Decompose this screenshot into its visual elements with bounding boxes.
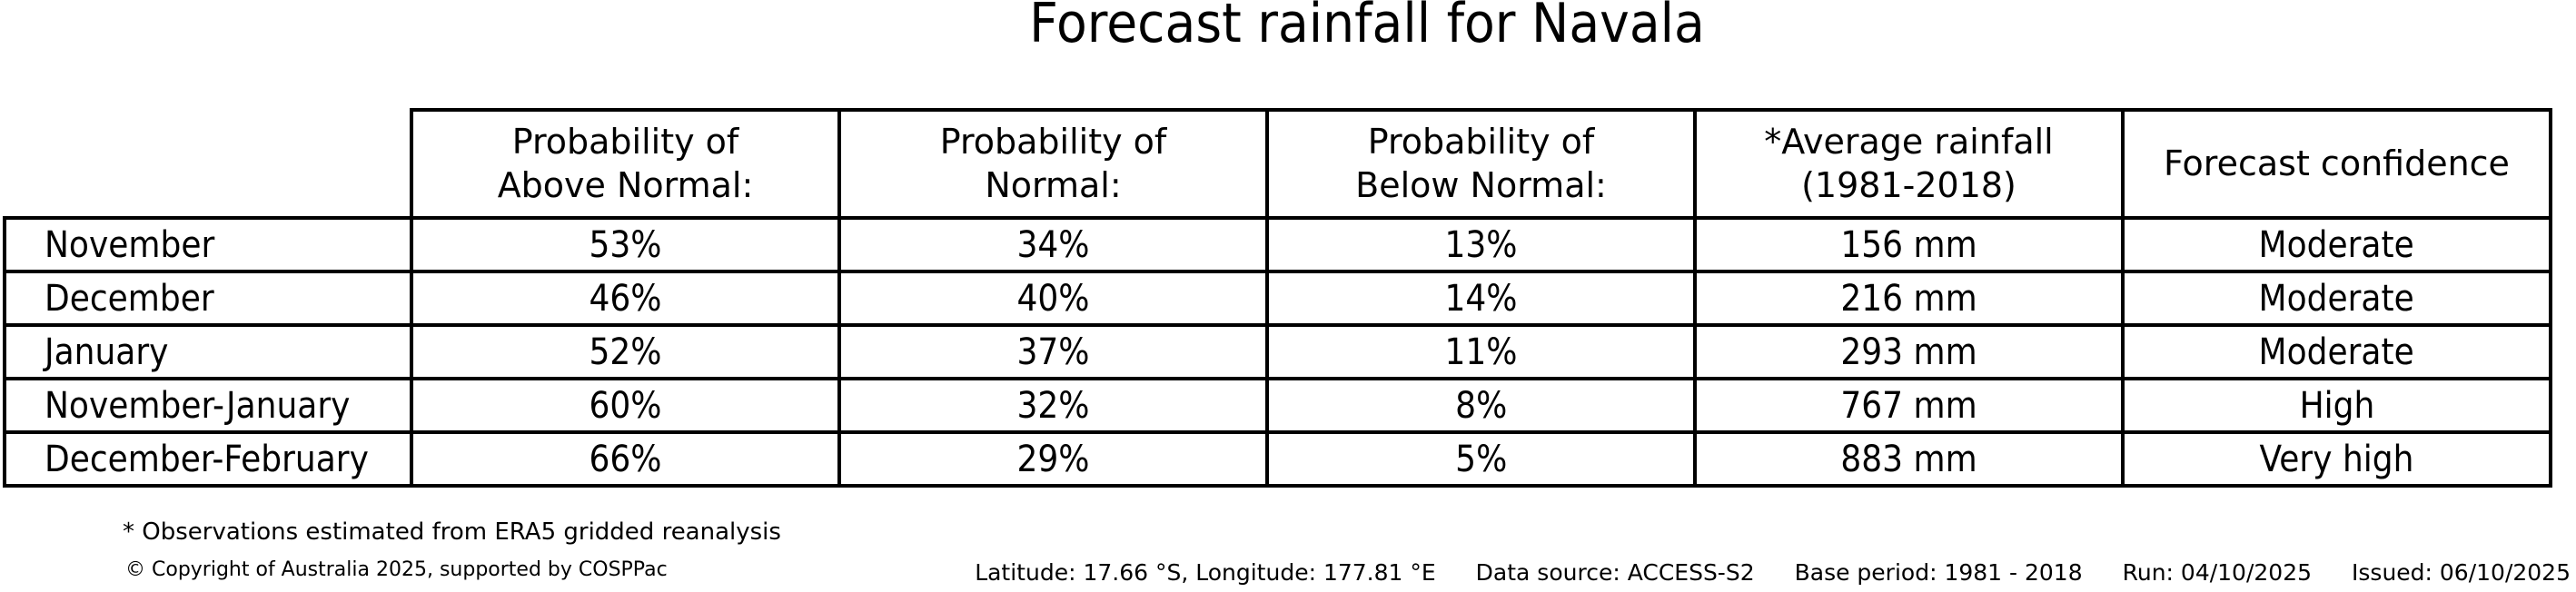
cell-december-average: 216 mm xyxy=(1693,270,2125,327)
header-spacer-cell xyxy=(5,110,411,218)
cell-value-text: Moderate xyxy=(2258,277,2415,320)
cell-november-confidence: Moderate xyxy=(2121,216,2552,273)
cell-value-text: 53% xyxy=(589,223,662,266)
cell-dec-feb-normal: 29% xyxy=(837,430,1269,488)
cell-dec-feb-below: 5% xyxy=(1265,430,1697,488)
cell-january-average: 293 mm xyxy=(1693,323,2125,380)
footer-issued-date: Issued: 06/10/2025 xyxy=(2352,559,2571,586)
cell-value-text: 216 mm xyxy=(1840,277,1977,320)
row-label-text: December xyxy=(45,277,214,320)
cell-value-text: 293 mm xyxy=(1840,331,1977,373)
row-label-text: December-February xyxy=(45,438,369,480)
header-normal-text: Probability of Normal: xyxy=(939,122,1167,205)
cell-value-text: 5% xyxy=(1454,438,1508,480)
header-below-normal-text: Probability of Below Normal: xyxy=(1355,122,1607,205)
header-below-normal: Probability of Below Normal: xyxy=(1265,108,1697,220)
table-row-january: January 52% 37% 11% 293 mm Moderate xyxy=(3,323,2552,380)
row-label-november: November xyxy=(3,216,413,273)
cell-november-average: 156 mm xyxy=(1693,216,2125,273)
footer-run-date: Run: 04/10/2025 xyxy=(2122,559,2313,586)
cell-november-below: 13% xyxy=(1265,216,1697,273)
row-label-text: November-January xyxy=(45,384,351,427)
cell-november-above: 53% xyxy=(410,216,841,273)
row-label-november-january: November-January xyxy=(3,377,413,434)
cell-december-normal: 40% xyxy=(837,270,1269,327)
cell-value-text: 40% xyxy=(1016,277,1090,320)
cell-nov-jan-average: 767 mm xyxy=(1693,377,2125,434)
cell-december-confidence: Moderate xyxy=(2121,270,2552,327)
cell-value-text: 52% xyxy=(589,331,662,373)
cell-january-confidence: Moderate xyxy=(2121,323,2552,380)
row-label-december: December xyxy=(3,270,413,327)
row-label-december-february: December-February xyxy=(3,430,413,488)
cell-value-text: 46% xyxy=(589,277,662,320)
row-label-text: November xyxy=(45,223,215,266)
cell-value-text: 767 mm xyxy=(1840,384,1977,427)
footer-data-source: Data source: ACCESS-S2 xyxy=(1475,559,1755,586)
header-average-rainfall-text: *Average rainfall (1981-2018) xyxy=(1764,122,2054,205)
cell-january-above: 52% xyxy=(410,323,841,380)
cell-value-text: 156 mm xyxy=(1840,223,1977,266)
cell-value-text: 34% xyxy=(1016,223,1090,266)
cell-nov-jan-above: 60% xyxy=(410,377,841,434)
cell-november-normal: 34% xyxy=(837,216,1269,273)
table-row-december-february: December-February 66% 29% 5% 883 mm Very… xyxy=(3,430,2552,488)
cell-value-text: 11% xyxy=(1444,331,1518,373)
cell-nov-jan-below: 8% xyxy=(1265,377,1697,434)
page-title: Forecast rainfall for Navala xyxy=(1000,0,1734,55)
cell-dec-feb-average: 883 mm xyxy=(1693,430,2125,488)
cell-january-below: 11% xyxy=(1265,323,1697,380)
cell-january-normal: 37% xyxy=(837,323,1269,380)
row-label-text: January xyxy=(45,331,169,373)
row-label-january: January xyxy=(3,323,413,380)
table-row-november: November 53% 34% 13% 156 mm Moderate xyxy=(3,216,2552,273)
cell-value-text: 13% xyxy=(1444,223,1518,266)
cell-value-text: 66% xyxy=(589,438,662,480)
table-row-december: December 46% 40% 14% 216 mm Moderate xyxy=(3,270,2552,327)
cell-value-text: 60% xyxy=(589,384,662,427)
footer-metadata: Latitude: 17.66 °S, Longitude: 177.81 °E… xyxy=(975,559,2571,586)
cell-nov-jan-confidence: High xyxy=(2121,377,2552,434)
cell-value-text: High xyxy=(2299,384,2374,427)
footer-location: Latitude: 17.66 °S, Longitude: 177.81 °E xyxy=(975,559,1436,586)
header-normal: Probability of Normal: xyxy=(837,108,1269,220)
observation-footnote: * Observations estimated from ERA5 gridd… xyxy=(123,518,781,546)
cell-december-below: 14% xyxy=(1265,270,1697,327)
cell-nov-jan-normal: 32% xyxy=(837,377,1269,434)
cell-dec-feb-above: 66% xyxy=(410,430,841,488)
cell-value-text: 14% xyxy=(1444,277,1518,320)
header-forecast-confidence: Forecast confidence xyxy=(2121,108,2552,220)
table-row-november-january: November-January 60% 32% 8% 767 mm High xyxy=(3,377,2552,434)
forecast-table: Probability of Above Normal: Probability… xyxy=(3,108,2552,488)
copyright-note: © Copyright of Australia 2025, supported… xyxy=(125,558,668,581)
page-title-text: Forecast rainfall for Navala xyxy=(1029,0,1705,55)
cell-value-text: Moderate xyxy=(2258,223,2415,266)
footer-base-period: Base period: 1981 - 2018 xyxy=(1794,559,2083,586)
header-forecast-confidence-text: Forecast confidence xyxy=(2164,143,2510,183)
header-average-rainfall: *Average rainfall (1981-2018) xyxy=(1693,108,2125,220)
header-above-normal: Probability of Above Normal: xyxy=(410,108,841,220)
cell-value-text: 883 mm xyxy=(1840,438,1977,480)
cell-dec-feb-confidence: Very high xyxy=(2121,430,2552,488)
cell-value-text: Very high xyxy=(2259,438,2414,480)
cell-value-text: 8% xyxy=(1454,384,1508,427)
cell-value-text: 37% xyxy=(1016,331,1090,373)
table-header-row: Probability of Above Normal: Probability… xyxy=(5,108,2552,220)
cell-value-text: 32% xyxy=(1016,384,1090,427)
cell-value-text: Moderate xyxy=(2258,331,2415,373)
cell-value-text: 29% xyxy=(1016,438,1090,480)
cell-december-above: 46% xyxy=(410,270,841,327)
header-above-normal-text: Probability of Above Normal: xyxy=(497,122,754,205)
